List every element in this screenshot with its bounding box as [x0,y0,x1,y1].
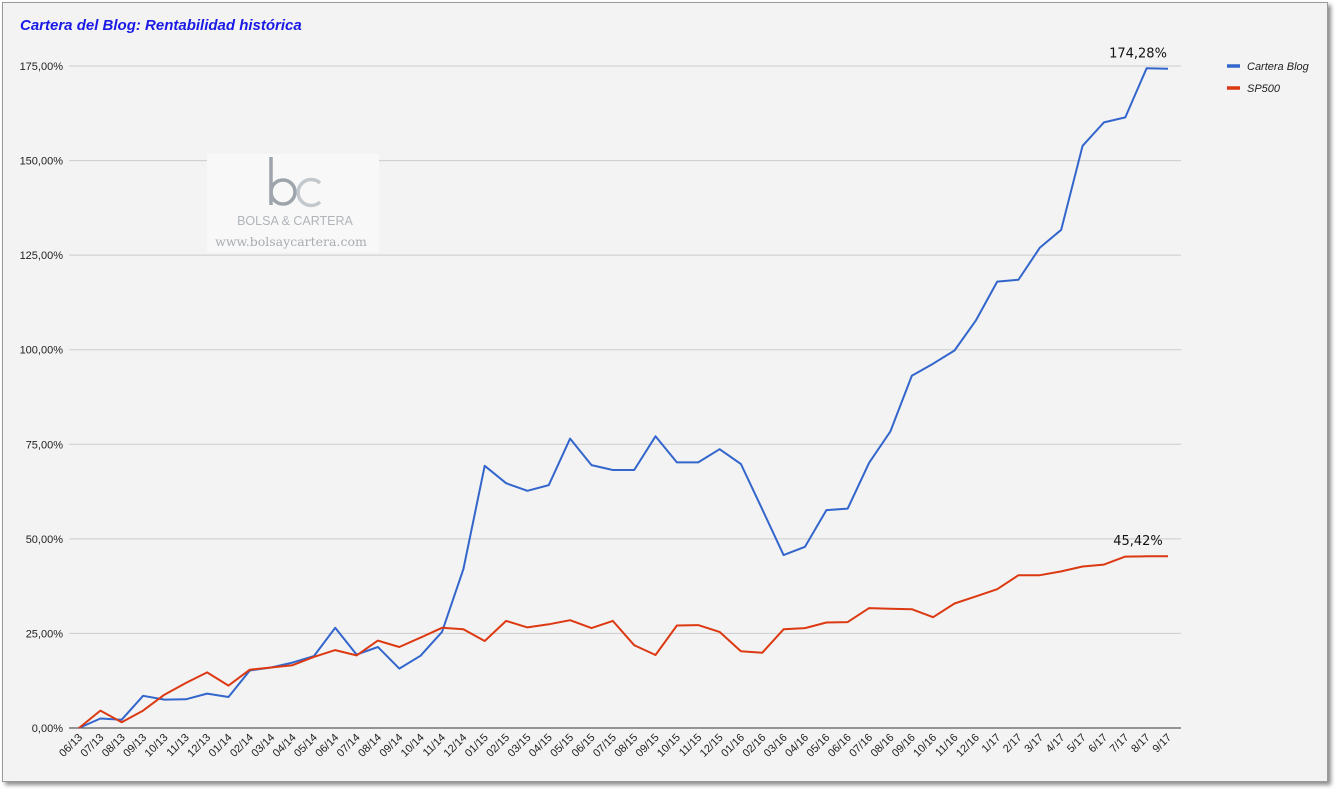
x-tick-label: 02/14 [228,732,256,760]
x-tick-label: 04/15 [527,732,555,760]
y-tick-label: 150,00% [20,156,64,168]
legend: Cartera Blog SP500 [1227,61,1310,95]
x-tick-label: 04/16 [783,732,811,760]
x-tick-label: 07/15 [591,732,619,760]
x-tick-label: 08/15 [612,732,640,760]
x-tick-label: 03/16 [762,732,790,760]
x-tick-label: 7/17 [1108,732,1132,756]
series-lines [78,67,1169,729]
y-tick-label: 50,00% [26,534,64,546]
y-tick-label: 25,00% [26,628,64,640]
x-tick-label: 09/15 [634,732,662,760]
x-tick-label: 05/15 [548,732,576,760]
chart-title: Cartera del Blog: Rentabilidad histórica [20,17,302,34]
x-tick-label: 03/14 [249,732,277,760]
gridlines [69,65,1181,634]
x-tick-label: 10/16 [911,732,939,760]
watermark-background [207,154,379,252]
x-tick-label: 3/17 [1022,732,1046,756]
x-tick-label: 1/17 [980,732,1004,756]
x-tick-label: 08/13 [100,732,128,760]
y-tick-label: 125,00% [20,250,64,262]
x-tick-label: 2/17 [1001,732,1025,756]
x-tick-label: 06/13 [57,732,85,760]
x-tick-label: 02/15 [484,732,512,760]
x-tick-label: 09/16 [890,732,918,760]
x-tick-label: 4/17 [1044,732,1068,756]
x-tick-label: 02/16 [740,732,768,760]
legend-label: Cartera Blog [1247,61,1310,73]
data-label: 174,28% [1109,47,1167,62]
logo-c-shape [296,177,322,208]
y-tick-label: 175,00% [20,61,64,73]
watermark-brand: BOLSA & CARTERA [237,214,353,228]
x-tick-label: 10/13 [143,732,171,760]
x-tick-label: 08/14 [356,732,384,760]
watermark-logo: BOLSA & CARTERA www.bolsaycartera.com [207,154,379,252]
x-tick-label: 5/17 [1065,732,1089,756]
x-tick-label: 06/14 [313,732,341,760]
data-label: 45,42% [1113,534,1163,549]
x-tick-label: 12/15 [698,732,726,760]
x-tick-label: 07/14 [335,732,363,760]
x-tick-label: 05/16 [805,732,833,760]
x-tick-label: 8/17 [1129,732,1153,756]
x-tick-label: 01/16 [719,732,747,760]
x-tick-label: 03/15 [506,732,534,760]
y-tick-label: 75,00% [26,439,64,451]
x-tick-label: 09/14 [377,732,405,760]
x-tick-label: 06/16 [826,732,854,760]
x-tick-label: 9/17 [1150,732,1174,756]
logo-b-bowl [269,178,297,206]
x-tick-label: 01/15 [463,732,491,760]
axes: 0,00% 25,00% 50,00% 75,00% 100,00% 125,00% 150… [20,61,1181,760]
x-tick-label: 12/13 [185,732,213,760]
x-tick-label: 12/14 [442,732,470,760]
x-tick-label: 6/17 [1086,732,1110,756]
x-tick-label: 10/14 [399,732,427,760]
x-tick-label: 12/16 [954,732,982,760]
x-tick-label: 10/15 [655,732,683,760]
series-line-sp500 [78,555,1169,729]
legend-label: SP500 [1247,83,1281,95]
x-tick-label: 09/13 [121,732,149,760]
x-tick-label: 07/16 [847,732,875,760]
x-tick-label: 07/13 [79,732,107,760]
data-labels: 174,28% 45,42% [1109,47,1167,549]
watermark-url: www.bolsaycartera.com [215,234,367,249]
y-tick-label: 100,00% [20,345,64,357]
x-tick-label: 06/15 [570,732,598,760]
x-tick-label: 08/16 [869,732,897,760]
x-tick-label: 05/14 [292,732,320,760]
x-tick-label: 04/14 [271,732,299,760]
x-tick-label: 01/14 [207,732,235,760]
y-tick-label: 0,00% [32,723,63,735]
